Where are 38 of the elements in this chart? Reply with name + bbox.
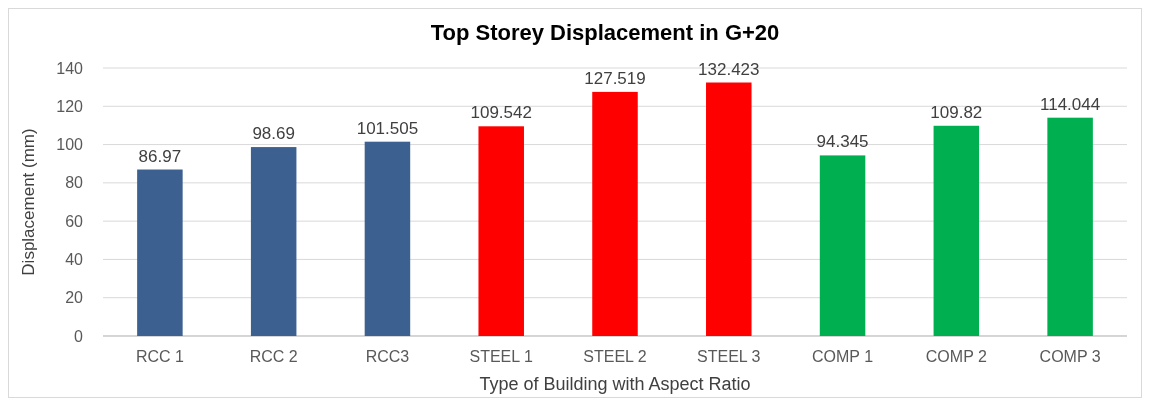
- chart-title: Top Storey Displacement in G+20: [430, 20, 780, 45]
- data-label: 109.82: [930, 102, 983, 122]
- x-axis-title: Type of Building with Aspect Ratio: [479, 374, 751, 394]
- x-tick-label: STEEL 1: [469, 348, 534, 365]
- bar: [706, 82, 752, 336]
- y-axis-title: Displacement (mm): [19, 128, 38, 276]
- y-tick-label: 40: [65, 251, 84, 269]
- x-tick-label: STEEL 2: [583, 348, 647, 365]
- data-label: 109.542: [470, 103, 532, 123]
- y-tick-label: 0: [74, 327, 84, 345]
- y-tick-label: 80: [65, 174, 84, 192]
- data-label: 132.423: [698, 59, 760, 79]
- y-tick-label: 100: [56, 136, 84, 154]
- bar: [592, 91, 638, 336]
- bar: [933, 125, 980, 336]
- x-tick-label: RCC 1: [135, 348, 184, 365]
- data-label: 101.505: [356, 118, 419, 138]
- data-label: 86.97: [138, 146, 182, 166]
- y-tick-label: 140: [56, 59, 84, 77]
- x-tick-label: COMP 3: [1039, 348, 1101, 365]
- y-tick-label: 60: [65, 212, 84, 230]
- bar: [250, 147, 297, 336]
- bar: [364, 141, 411, 336]
- bar: [1047, 117, 1093, 336]
- bar: [137, 169, 183, 336]
- bar: [819, 155, 866, 336]
- data-label: 114.044: [1040, 94, 1101, 114]
- data-label: 127.519: [584, 68, 646, 88]
- x-tick-label: RCC3: [365, 348, 410, 365]
- x-tick-label: COMP 1: [812, 348, 874, 365]
- y-tick-label: 120: [56, 97, 84, 115]
- bar: [478, 126, 524, 336]
- y-tick-label: 20: [65, 289, 84, 307]
- data-label: 94.345: [816, 132, 869, 152]
- x-tick-label: STEEL 3: [697, 348, 761, 365]
- data-label: 98.69: [252, 124, 295, 144]
- x-tick-label: COMP 2: [925, 348, 987, 365]
- x-tick-label: RCC 2: [249, 348, 298, 365]
